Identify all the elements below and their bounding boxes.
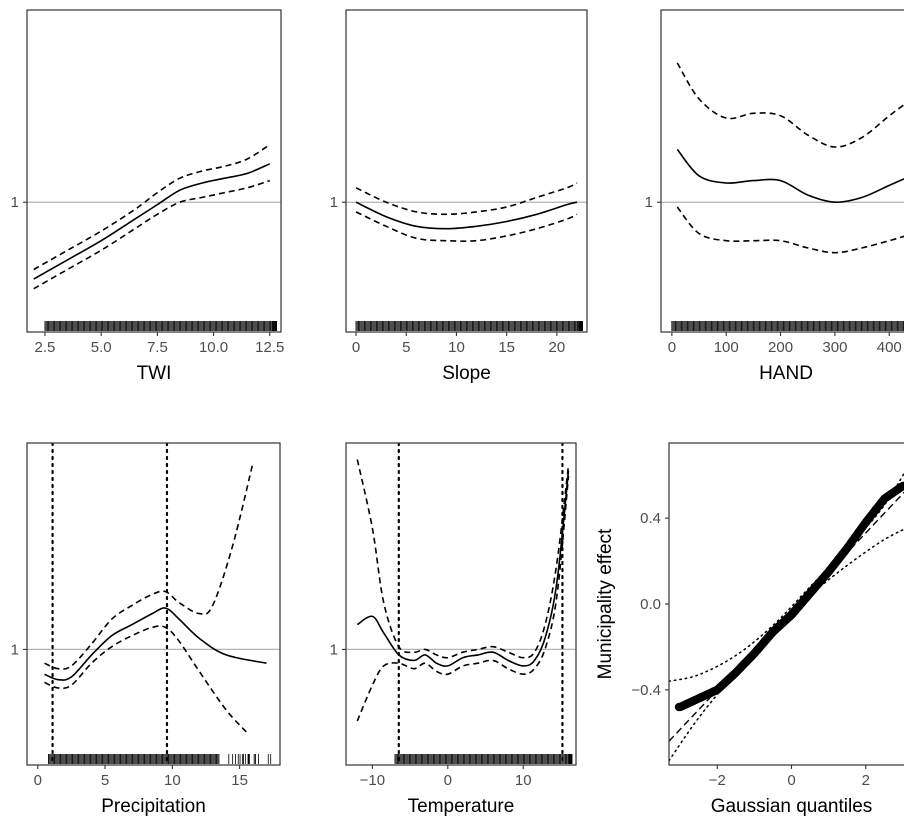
panel-border — [26, 442, 281, 766]
qq-envelope-lower — [669, 528, 904, 762]
panel-border — [26, 9, 282, 333]
x-tick-label: −10 — [360, 772, 385, 789]
panel-6: −2 0 2 −0.4 0.0 0.4 Gaussian quantiles Municipa… — [595, 442, 904, 817]
qq-point — [901, 482, 904, 490]
panel-3: 0 100 200 300 400 1 HAND — [645, 9, 904, 384]
x-tick-label: 100 — [714, 339, 739, 356]
y-tick-label: 1 — [11, 194, 19, 211]
y-axis-label: Municipality effect — [595, 528, 616, 679]
y-tick-label: 1 — [330, 641, 338, 658]
x-axis-label: Precipitation — [101, 796, 206, 817]
confidence-band-upper — [356, 459, 570, 659]
x-tick-label: 12.5 — [255, 339, 284, 356]
x-tick-label: 10 — [164, 772, 181, 789]
x-tick-label: 5 — [402, 339, 410, 356]
x-tick-label: 10 — [448, 339, 465, 356]
fitted-curve — [33, 163, 271, 280]
panel-plot-area — [669, 471, 904, 762]
x-tick-label: 200 — [768, 339, 793, 356]
rug-marks — [671, 321, 904, 331]
x-tick-label: 5.0 — [91, 339, 112, 356]
x-tick-label: 5 — [101, 772, 109, 789]
x-tick-label: 0 — [668, 339, 676, 356]
x-axis-label: TWI — [137, 363, 172, 384]
panel-border — [660, 9, 904, 333]
x-tick-label: 0 — [34, 772, 42, 789]
y-tick-label: 0.4 — [640, 510, 661, 527]
confidence-band-upper — [44, 462, 254, 670]
x-tick-label: 400 — [877, 339, 902, 356]
qq-envelope-upper — [669, 471, 904, 683]
x-tick-label: 0 — [444, 772, 452, 789]
rug-marks — [44, 321, 278, 331]
confidence-band-upper — [676, 62, 904, 148]
x-tick-label: 15 — [231, 772, 248, 789]
fitted-curve — [44, 607, 267, 681]
x-tick-label: 2 — [862, 772, 870, 789]
panel-5: −10 0 10 1 Temperature — [330, 442, 577, 817]
x-tick-label: 300 — [822, 339, 847, 356]
x-axis-label: Temperature — [408, 796, 515, 817]
panel-border — [345, 442, 577, 766]
panel-plot-area — [661, 62, 904, 331]
qq-points — [674, 481, 904, 712]
confidence-band-lower — [676, 206, 904, 254]
confidence-band-lower — [356, 475, 570, 722]
x-tick-label: −2 — [709, 772, 726, 789]
panel-border — [668, 442, 904, 766]
x-tick-label: 0 — [352, 339, 360, 356]
x-tick-label: 10.0 — [199, 339, 228, 356]
panel-border — [345, 9, 588, 333]
x-axis-label: HAND — [759, 363, 813, 384]
fitted-curve — [676, 148, 904, 204]
panel-plot-area — [27, 443, 280, 765]
y-tick-label: 1 — [330, 194, 338, 211]
rug-marks — [394, 754, 573, 764]
y-tick-label: −0.4 — [631, 682, 661, 699]
confidence-band-lower — [355, 211, 578, 242]
confidence-band-lower — [44, 625, 247, 733]
x-tick-label: 7.5 — [147, 339, 168, 356]
panel-plot-area — [346, 443, 576, 765]
x-tick-label: 20 — [549, 339, 566, 356]
fitted-curve — [355, 201, 578, 230]
panel-4: 0 5 10 15 1 Precipitation — [11, 442, 281, 817]
x-tick-label: 15 — [498, 339, 515, 356]
panel-1: 2.5 5.0 7.5 10.0 12.5 1 TWI — [11, 9, 284, 384]
panel-2: 0 5 10 15 20 1 Slope — [330, 9, 588, 384]
rug-marks — [355, 321, 583, 331]
x-axis-label: Slope — [442, 363, 491, 384]
x-tick-label: 2.5 — [35, 339, 56, 356]
x-tick-label: 0 — [787, 772, 795, 789]
x-tick-label: 10 — [515, 772, 532, 789]
y-tick-label: 1 — [11, 641, 19, 658]
panel-plot-area — [346, 182, 587, 331]
y-tick-label: 1 — [645, 194, 653, 211]
confidence-band-upper — [33, 143, 271, 271]
confidence-band-lower — [33, 179, 271, 290]
x-axis-label: Gaussian quantiles — [711, 796, 873, 817]
confidence-band-upper — [355, 182, 578, 216]
rug-marks — [48, 754, 272, 764]
panel-plot-area — [27, 143, 281, 331]
fitted-curve — [356, 470, 570, 667]
y-tick-label: 0.0 — [640, 596, 661, 613]
